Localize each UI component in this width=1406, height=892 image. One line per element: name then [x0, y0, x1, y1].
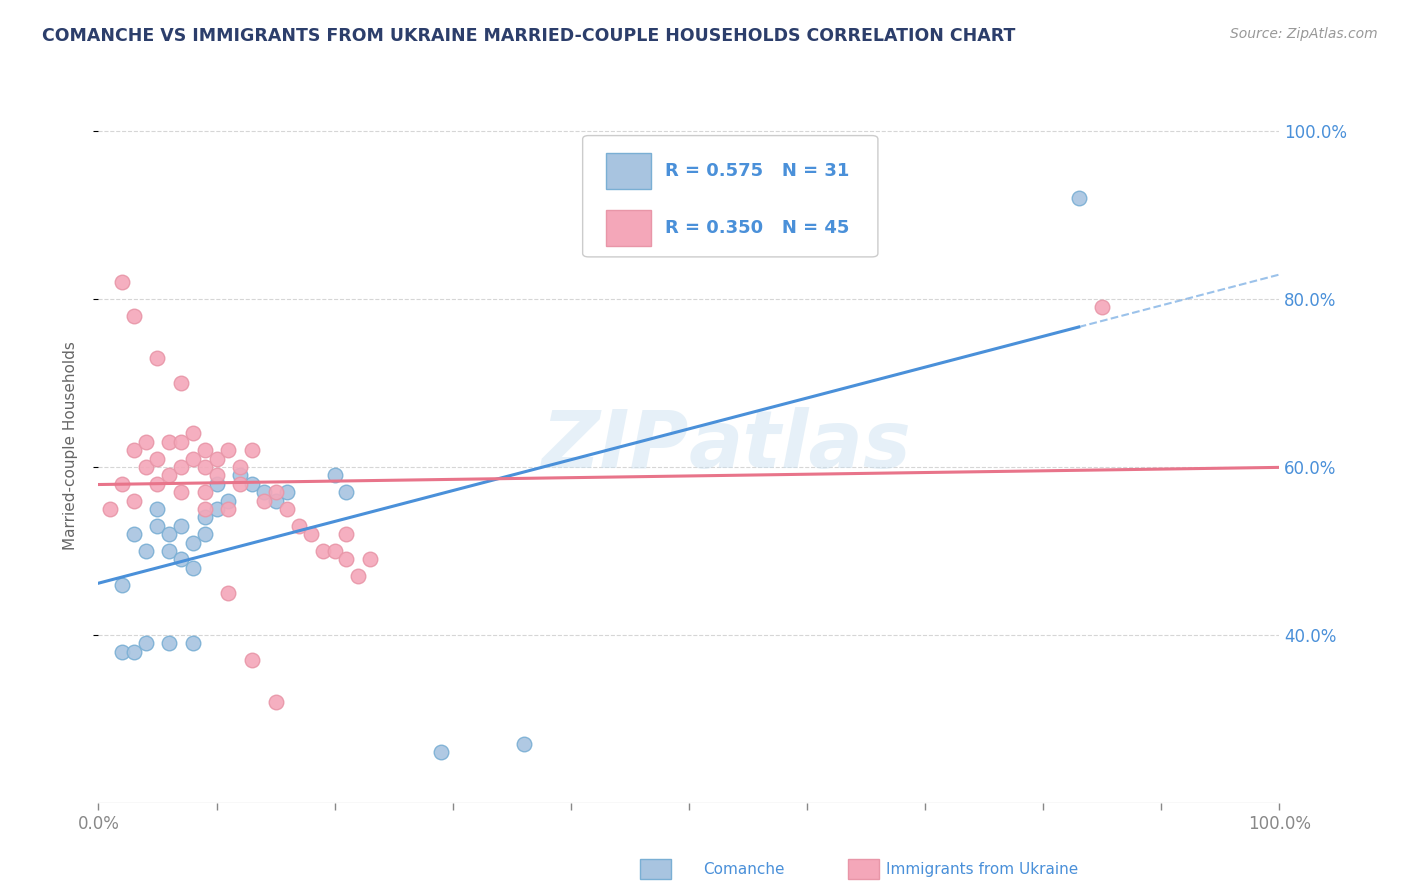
Point — [122, 493, 145, 508]
Point — [205, 468, 228, 483]
Point — [194, 443, 217, 458]
Point — [170, 434, 193, 449]
Point — [194, 485, 217, 500]
Point — [135, 544, 157, 558]
Point — [312, 544, 335, 558]
Point — [170, 552, 193, 566]
Point — [146, 476, 169, 491]
Point — [288, 518, 311, 533]
FancyBboxPatch shape — [606, 153, 651, 189]
Point — [229, 468, 252, 483]
Point — [111, 275, 134, 289]
Point — [181, 636, 204, 650]
Point — [512, 737, 534, 751]
Point — [157, 527, 180, 541]
Y-axis label: Married-couple Households: Married-couple Households — [63, 342, 77, 550]
Point — [111, 645, 134, 659]
Point — [335, 527, 357, 541]
Point — [98, 502, 121, 516]
Text: R = 0.575   N = 31: R = 0.575 N = 31 — [665, 162, 849, 180]
Point — [253, 485, 276, 500]
Point — [240, 443, 263, 458]
Point — [170, 485, 193, 500]
Point — [146, 502, 169, 516]
FancyBboxPatch shape — [606, 211, 651, 246]
Point — [229, 476, 252, 491]
Point — [122, 309, 145, 323]
Point — [135, 434, 157, 449]
Text: Source: ZipAtlas.com: Source: ZipAtlas.com — [1230, 27, 1378, 41]
Point — [359, 552, 381, 566]
Point — [135, 636, 157, 650]
Point — [1091, 301, 1114, 315]
Point — [229, 460, 252, 475]
Text: Immigrants from Ukraine: Immigrants from Ukraine — [886, 863, 1078, 877]
Point — [170, 518, 193, 533]
Point — [194, 460, 217, 475]
Point — [217, 586, 239, 600]
Point — [253, 493, 276, 508]
Point — [146, 351, 169, 365]
Point — [181, 426, 204, 441]
Point — [240, 476, 263, 491]
Point — [111, 577, 134, 591]
Point — [170, 376, 193, 390]
Point — [205, 502, 228, 516]
Text: Comanche: Comanche — [703, 863, 785, 877]
Text: ZIP: ZIP — [541, 407, 689, 485]
Point — [111, 476, 134, 491]
Point — [122, 443, 145, 458]
Text: R = 0.350   N = 45: R = 0.350 N = 45 — [665, 219, 849, 237]
FancyBboxPatch shape — [582, 136, 877, 257]
Point — [335, 485, 357, 500]
Point — [323, 468, 346, 483]
Point — [157, 636, 180, 650]
Point — [194, 502, 217, 516]
Point — [276, 485, 298, 500]
Point — [181, 560, 204, 574]
Point — [122, 645, 145, 659]
Point — [1067, 191, 1090, 205]
Point — [240, 653, 263, 667]
Point — [217, 443, 239, 458]
Point — [276, 502, 298, 516]
Point — [205, 451, 228, 466]
Point — [335, 552, 357, 566]
Point — [264, 485, 287, 500]
Point — [194, 510, 217, 524]
Point — [347, 569, 370, 583]
Point — [122, 527, 145, 541]
Point — [157, 434, 180, 449]
Point — [264, 695, 287, 709]
Point — [157, 544, 180, 558]
Point — [170, 460, 193, 475]
Point — [264, 493, 287, 508]
Point — [323, 544, 346, 558]
Point — [217, 502, 239, 516]
Point — [157, 468, 180, 483]
Point — [181, 451, 204, 466]
Point — [181, 535, 204, 549]
Point — [299, 527, 322, 541]
Point — [146, 451, 169, 466]
Point — [217, 493, 239, 508]
Text: COMANCHE VS IMMIGRANTS FROM UKRAINE MARRIED-COUPLE HOUSEHOLDS CORRELATION CHART: COMANCHE VS IMMIGRANTS FROM UKRAINE MARR… — [42, 27, 1015, 45]
Point — [205, 476, 228, 491]
Text: atlas: atlas — [689, 407, 911, 485]
Point — [194, 527, 217, 541]
Point — [146, 518, 169, 533]
Point — [430, 746, 453, 760]
Point — [135, 460, 157, 475]
